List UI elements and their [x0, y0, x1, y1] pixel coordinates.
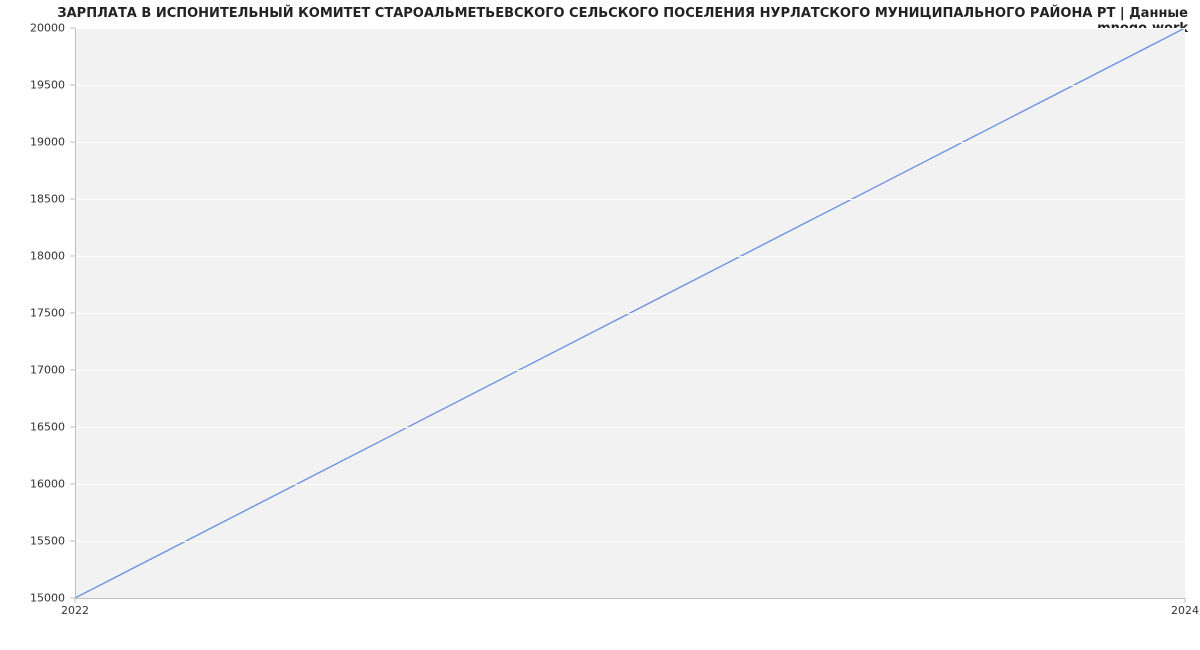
y-grid-line — [75, 256, 1185, 257]
x-axis-line — [75, 598, 1185, 599]
y-grid-line — [75, 85, 1185, 86]
salary-line-chart: ЗАРПЛАТА В ИСПОНИТЕЛЬНЫЙ КОМИТЕТ СТАРОАЛ… — [0, 0, 1200, 650]
y-tick-label: 20000 — [30, 22, 65, 35]
y-grid-line — [75, 28, 1185, 29]
y-grid-line — [75, 541, 1185, 542]
y-tick-label: 15500 — [30, 535, 65, 548]
y-grid-line — [75, 313, 1185, 314]
y-tick-label: 17500 — [30, 307, 65, 320]
y-grid-line — [75, 142, 1185, 143]
y-tick-label: 15000 — [30, 592, 65, 605]
x-tick-label: 2022 — [61, 604, 89, 617]
y-axis-line — [75, 28, 76, 598]
y-tick-label: 19000 — [30, 136, 65, 149]
y-tick-label: 19500 — [30, 79, 65, 92]
y-grid-line — [75, 427, 1185, 428]
y-tick-label: 18000 — [30, 250, 65, 263]
y-tick-label: 16500 — [30, 421, 65, 434]
y-tick-label: 16000 — [30, 478, 65, 491]
x-tick-label: 2024 — [1171, 604, 1199, 617]
y-tick-label: 18500 — [30, 193, 65, 206]
y-grid-line — [75, 484, 1185, 485]
y-tick-label: 17000 — [30, 364, 65, 377]
plot-area: 1500015500160001650017000175001800018500… — [75, 28, 1185, 598]
y-grid-line — [75, 370, 1185, 371]
y-grid-line — [75, 199, 1185, 200]
